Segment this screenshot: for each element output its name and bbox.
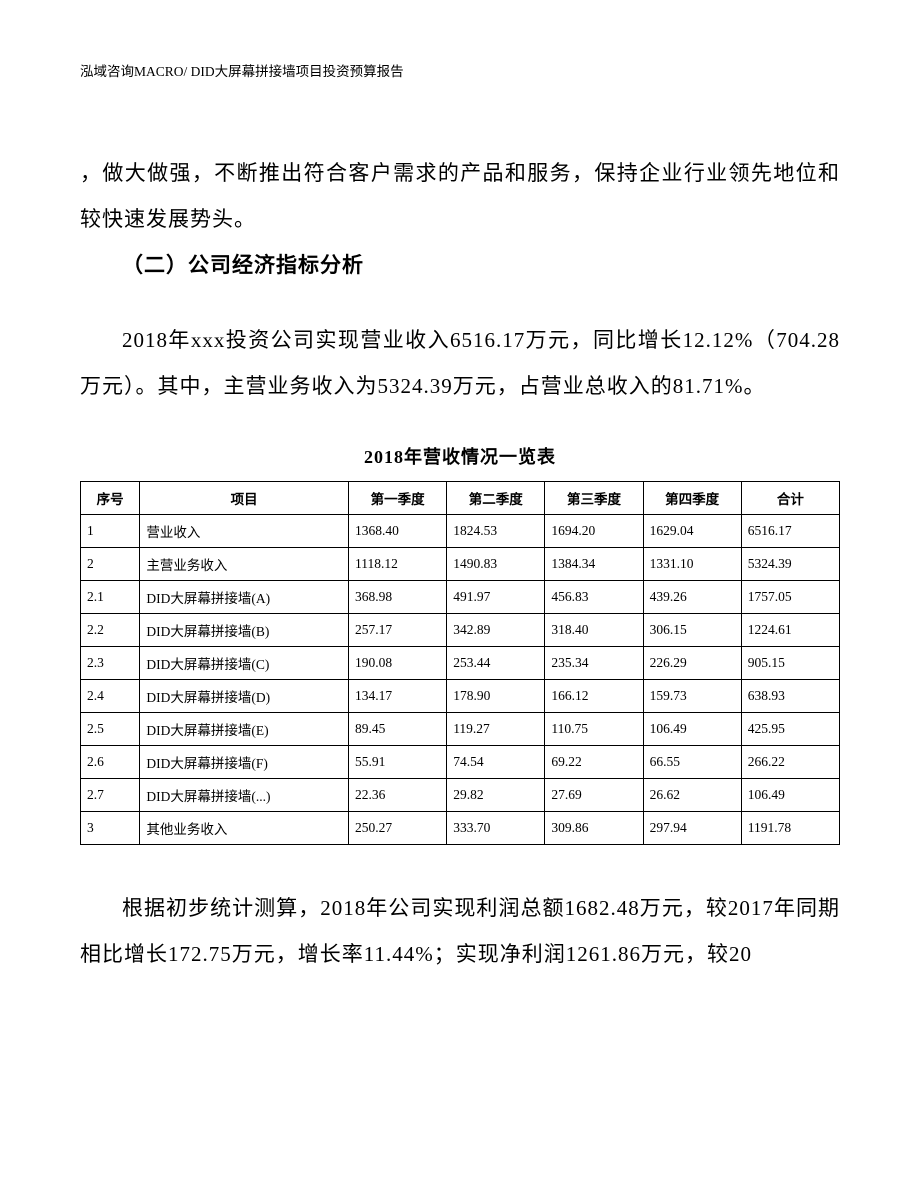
cell: 190.08 [349, 646, 447, 679]
cell: 66.55 [643, 745, 741, 778]
cell: 1757.05 [741, 580, 839, 613]
cell: 178.90 [447, 679, 545, 712]
cell: 1118.12 [349, 547, 447, 580]
cell: 22.36 [349, 778, 447, 811]
col-header: 项目 [140, 481, 349, 514]
cell: DID大屏幕拼接墙(E) [140, 712, 349, 745]
col-header: 第二季度 [447, 481, 545, 514]
cell: 309.86 [545, 811, 643, 844]
cell: 106.49 [741, 778, 839, 811]
cell: 491.97 [447, 580, 545, 613]
cell: 456.83 [545, 580, 643, 613]
cell: 5324.39 [741, 547, 839, 580]
cell: 257.17 [349, 613, 447, 646]
page-header: 泓域咨询MACRO/ DID大屏幕拼接墙项目投资预算报告 [80, 60, 840, 80]
table-row: 3 其他业务收入 250.27 333.70 309.86 297.94 119… [81, 811, 840, 844]
cell: 134.17 [349, 679, 447, 712]
cell: 1824.53 [447, 514, 545, 547]
document-page: 泓域咨询MACRO/ DID大屏幕拼接墙项目投资预算报告 ，做大做强，不断推出符… [0, 0, 920, 1191]
cell: 1224.61 [741, 613, 839, 646]
cell: DID大屏幕拼接墙(F) [140, 745, 349, 778]
table-row: 2.2 DID大屏幕拼接墙(B) 257.17 342.89 318.40 30… [81, 613, 840, 646]
cell: 29.82 [447, 778, 545, 811]
cell: 106.49 [643, 712, 741, 745]
cell: 27.69 [545, 778, 643, 811]
cell: 1490.83 [447, 547, 545, 580]
cell: 368.98 [349, 580, 447, 613]
cell: DID大屏幕拼接墙(D) [140, 679, 349, 712]
table-body: 1 营业收入 1368.40 1824.53 1694.20 1629.04 6… [81, 514, 840, 844]
revenue-table: 序号 项目 第一季度 第二季度 第三季度 第四季度 合计 1 营业收入 1368… [80, 481, 840, 845]
cell: 2.5 [81, 712, 140, 745]
table-row: 2.3 DID大屏幕拼接墙(C) 190.08 253.44 235.34 22… [81, 646, 840, 679]
paragraph-continuation: ，做大做强，不断推出符合客户需求的产品和服务，保持企业行业领先地位和较快速发展势… [80, 150, 840, 242]
cell: 905.15 [741, 646, 839, 679]
cell: 6516.17 [741, 514, 839, 547]
cell: 69.22 [545, 745, 643, 778]
cell: 2.7 [81, 778, 140, 811]
cell: 297.94 [643, 811, 741, 844]
table-title: 2018年营收情况一览表 [80, 443, 840, 469]
table-row: 2.6 DID大屏幕拼接墙(F) 55.91 74.54 69.22 66.55… [81, 745, 840, 778]
cell: DID大屏幕拼接墙(C) [140, 646, 349, 679]
section-heading: （二）公司经济指标分析 [80, 242, 840, 288]
cell: 2.4 [81, 679, 140, 712]
cell: 2.1 [81, 580, 140, 613]
col-header: 第一季度 [349, 481, 447, 514]
cell: 235.34 [545, 646, 643, 679]
cell: 306.15 [643, 613, 741, 646]
cell: 89.45 [349, 712, 447, 745]
cell: 74.54 [447, 745, 545, 778]
col-header: 合计 [741, 481, 839, 514]
cell: 26.62 [643, 778, 741, 811]
paragraph-profit-summary: 根据初步统计测算，2018年公司实现利润总额1682.48万元，较2017年同期… [80, 885, 840, 977]
col-header: 第四季度 [643, 481, 741, 514]
cell: 318.40 [545, 613, 643, 646]
cell: 439.26 [643, 580, 741, 613]
table-row: 2.5 DID大屏幕拼接墙(E) 89.45 119.27 110.75 106… [81, 712, 840, 745]
cell: 266.22 [741, 745, 839, 778]
cell: DID大屏幕拼接墙(A) [140, 580, 349, 613]
col-header: 第三季度 [545, 481, 643, 514]
cell: DID大屏幕拼接墙(B) [140, 613, 349, 646]
cell: 638.93 [741, 679, 839, 712]
cell: 250.27 [349, 811, 447, 844]
cell: 55.91 [349, 745, 447, 778]
cell: DID大屏幕拼接墙(...) [140, 778, 349, 811]
table-row: 2.7 DID大屏幕拼接墙(...) 22.36 29.82 27.69 26.… [81, 778, 840, 811]
table-row: 2 主营业务收入 1118.12 1490.83 1384.34 1331.10… [81, 547, 840, 580]
cell: 2 [81, 547, 140, 580]
table-row: 2.1 DID大屏幕拼接墙(A) 368.98 491.97 456.83 43… [81, 580, 840, 613]
cell: 2.2 [81, 613, 140, 646]
cell: 253.44 [447, 646, 545, 679]
cell: 333.70 [447, 811, 545, 844]
table-row: 2.4 DID大屏幕拼接墙(D) 134.17 178.90 166.12 15… [81, 679, 840, 712]
cell: 159.73 [643, 679, 741, 712]
cell: 1191.78 [741, 811, 839, 844]
cell: 3 [81, 811, 140, 844]
cell: 1368.40 [349, 514, 447, 547]
cell: 342.89 [447, 613, 545, 646]
col-header: 序号 [81, 481, 140, 514]
cell: 营业收入 [140, 514, 349, 547]
cell: 110.75 [545, 712, 643, 745]
cell: 1694.20 [545, 514, 643, 547]
cell: 425.95 [741, 712, 839, 745]
table-header-row: 序号 项目 第一季度 第二季度 第三季度 第四季度 合计 [81, 481, 840, 514]
cell: 1629.04 [643, 514, 741, 547]
cell: 1331.10 [643, 547, 741, 580]
cell: 2.3 [81, 646, 140, 679]
cell: 1 [81, 514, 140, 547]
cell: 1384.34 [545, 547, 643, 580]
cell: 2.6 [81, 745, 140, 778]
table-row: 1 营业收入 1368.40 1824.53 1694.20 1629.04 6… [81, 514, 840, 547]
cell: 166.12 [545, 679, 643, 712]
cell: 主营业务收入 [140, 547, 349, 580]
paragraph-2018-revenue: 2018年xxx投资公司实现营业收入6516.17万元，同比增长12.12%（7… [80, 317, 840, 409]
cell: 226.29 [643, 646, 741, 679]
cell: 119.27 [447, 712, 545, 745]
cell: 其他业务收入 [140, 811, 349, 844]
